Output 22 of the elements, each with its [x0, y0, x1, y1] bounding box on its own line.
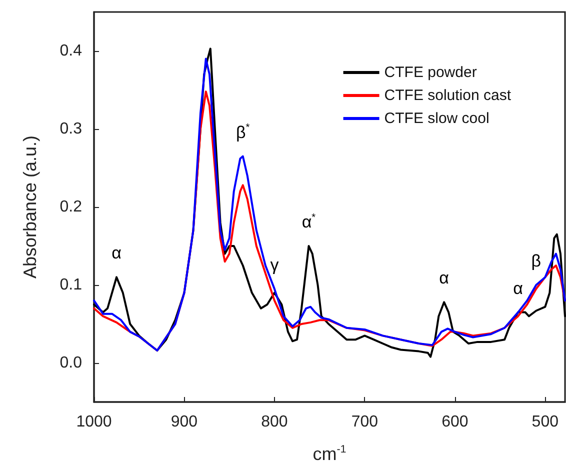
annotation: γ	[270, 255, 280, 274]
y-axis-title: Absorbance (a.u.)	[20, 135, 40, 279]
legend-label: CTFE solution cast	[384, 87, 512, 104]
x-tick-label: 600	[442, 414, 468, 430]
y-tick-label: 0.3	[60, 120, 82, 138]
y-tick-label: 0.2	[60, 198, 82, 216]
y-tick-label: 0.1	[60, 276, 82, 294]
y-tick-label: 0.0	[60, 354, 82, 372]
annotation: α	[513, 278, 524, 298]
x-tick-label: 800	[261, 414, 288, 430]
annotation: β	[531, 252, 542, 270]
annotation: α	[112, 244, 122, 263]
annotation: α	[439, 268, 450, 288]
y-tick-label: 0.4	[60, 42, 82, 60]
annotation: β*	[236, 122, 250, 142]
legend-label: CTFE powder	[384, 64, 477, 81]
x-tick-label: 700	[351, 414, 378, 430]
x-tick-label: 500	[532, 414, 559, 430]
x-tick-label: 900	[170, 414, 198, 430]
legend-label: CTFE slow cool	[384, 110, 490, 127]
x-tick-label: 1000	[76, 414, 112, 430]
annotation: α*	[302, 212, 316, 232]
